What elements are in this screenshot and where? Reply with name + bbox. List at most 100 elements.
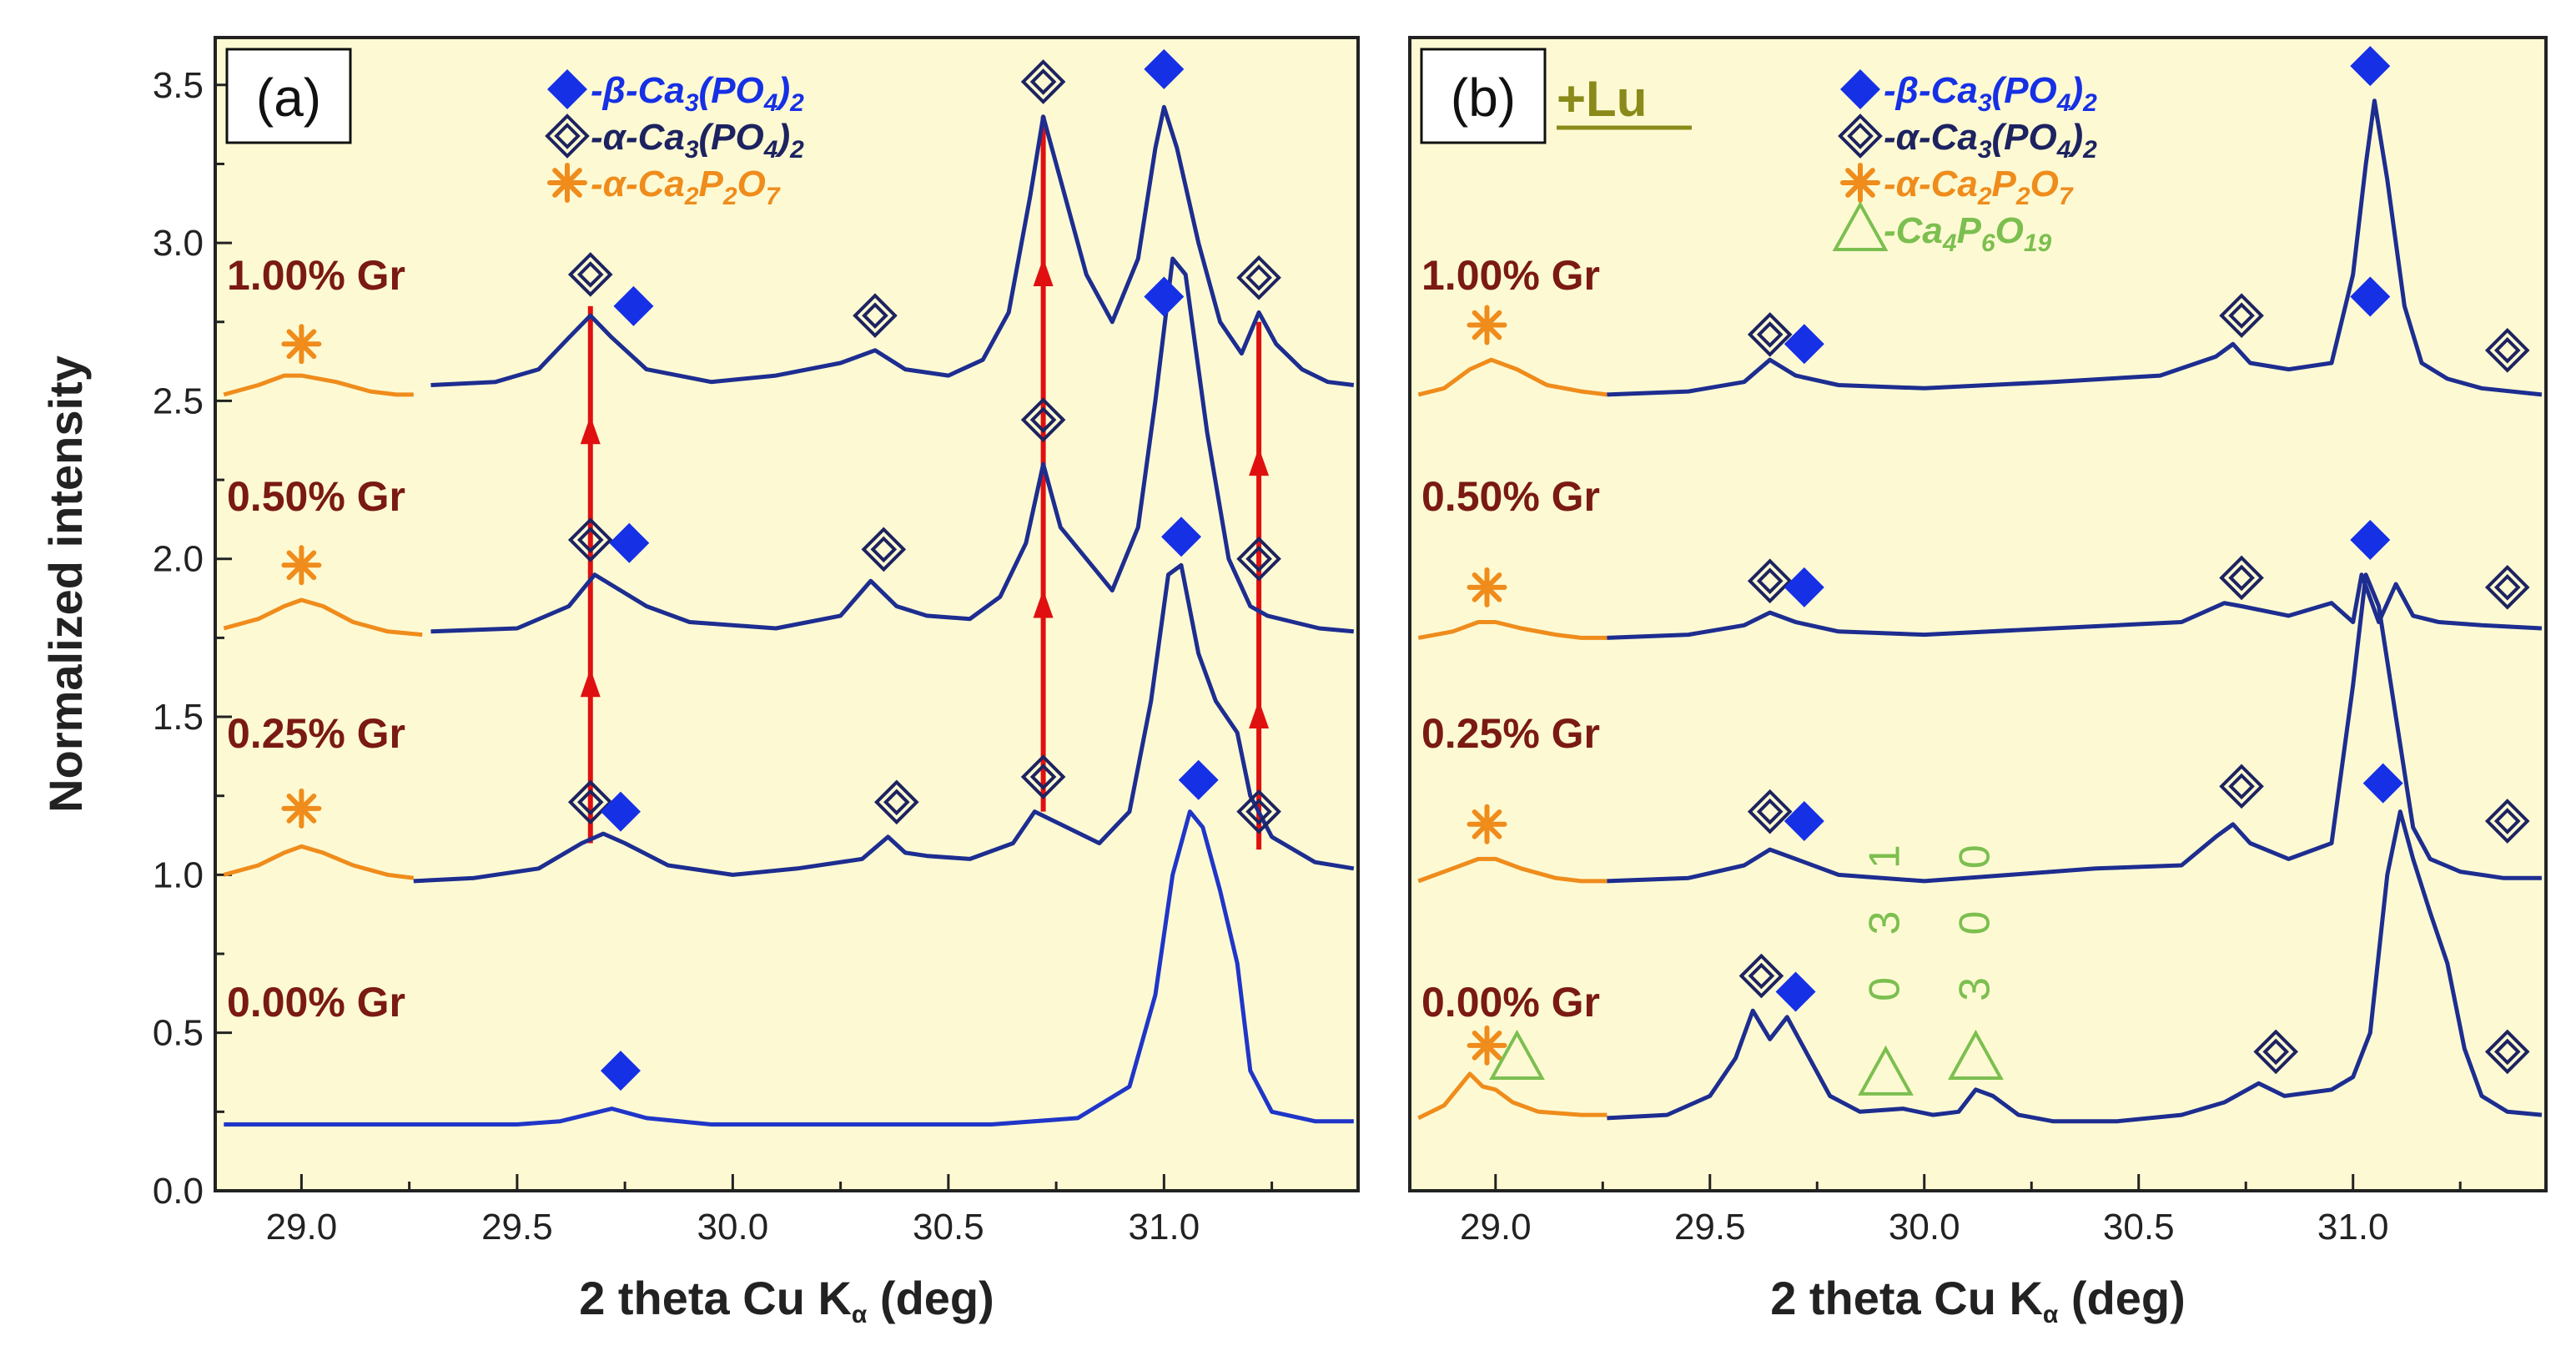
open-diamond-marker — [874, 779, 919, 825]
filled-diamond-marker — [1784, 567, 1824, 607]
trace-orange-segment — [1417, 357, 1607, 397]
open-diamond-marker-outer — [1020, 397, 1066, 442]
open-diamond-marker-outer — [853, 293, 898, 339]
open-diamond-marker — [567, 252, 613, 297]
star-marker — [1467, 567, 1507, 607]
open-diamond-marker-outer — [1747, 312, 1793, 357]
series-025gr: 0.25% Gr — [223, 562, 1355, 884]
filled-diamond-marker — [613, 285, 654, 326]
open-diamond-marker-outer — [1236, 255, 1281, 300]
filled-diamond-marker — [1784, 324, 1824, 365]
sample-label: 1.00% Gr — [1421, 252, 1600, 299]
triangle-marker — [1489, 1029, 1545, 1080]
open-diamond-marker — [2484, 564, 2530, 610]
sample-label: 1.00% Gr — [227, 252, 405, 299]
open-diamond-marker — [2219, 293, 2264, 339]
filled-diamond-marker — [1178, 759, 1219, 800]
open-diamond-marker — [1236, 255, 1281, 300]
legend-entry: -α-Ca3(PO4)2 — [591, 117, 804, 164]
y-tick-label: 3.5 — [153, 65, 204, 106]
filled-diamond-marker — [2362, 763, 2403, 804]
open-diamond-marker — [2484, 328, 2530, 373]
plot-frame — [1408, 36, 2548, 1192]
x-tick-label: 29.5 — [1674, 1207, 1746, 1248]
y-tick-label: 1.5 — [153, 697, 204, 738]
x-tick-label: 30.0 — [1889, 1207, 1960, 1248]
shift-arrow-head — [1033, 257, 1054, 286]
open-diamond-marker-outer — [861, 527, 907, 572]
open-diamond-marker-outer — [874, 779, 919, 825]
open-diamond-marker-outer — [567, 517, 613, 562]
open-diamond-marker-inner — [2228, 564, 2255, 592]
series-050gr: 0.50% Gr — [1417, 473, 2543, 640]
legend-entry: -β-Ca3(PO4)2 — [591, 70, 804, 117]
series-100gr: 1.00% Gr — [223, 48, 1355, 397]
star-marker-ray — [1472, 310, 1502, 340]
trace-orange-segment — [223, 373, 414, 397]
trace-line — [1607, 572, 2543, 640]
open-diamond-marker-outer — [2484, 799, 2530, 844]
shift-arrow-head — [1249, 447, 1270, 476]
shift-arrow-head — [1249, 700, 1270, 729]
triangle-marker — [1858, 1045, 1914, 1096]
open-diamond-marker — [1236, 789, 1281, 834]
legend-star-icon-ray — [1845, 168, 1875, 198]
star-marker-ray — [1472, 572, 1502, 602]
open-diamond-marker-outer — [2219, 555, 2264, 601]
legend-open-diamond-icon-outer — [545, 113, 590, 159]
trace-orange-segment — [1417, 856, 1607, 884]
legend-open-diamond-icon-inner — [1847, 123, 1874, 149]
x-tick-label: 29.0 — [266, 1207, 338, 1248]
trace-line — [430, 104, 1355, 387]
open-diamond-marker-inner — [1029, 68, 1057, 95]
filled-diamond-marker — [2350, 520, 2391, 561]
y-tick-label: 0.5 — [153, 1013, 204, 1054]
panel-label-box — [225, 48, 352, 144]
trace-line — [1607, 572, 2542, 884]
legend-entry: -α-Ca2P2O7 — [1884, 164, 2074, 210]
series-025gr: 0.25% Gr — [1417, 572, 2542, 884]
sample-label: 0.25% Gr — [227, 710, 405, 757]
open-diamond-marker — [1020, 397, 1066, 442]
filled-diamond-marker — [1144, 276, 1185, 317]
legend-entry: -Ca4P6O19 — [1884, 210, 2052, 257]
star-marker — [281, 545, 322, 586]
open-diamond-marker — [2219, 764, 2264, 809]
hkl-label: 3 0 0 — [1950, 829, 1999, 1001]
sample-label: 0.00% Gr — [1421, 979, 1600, 1026]
star-marker-ray — [286, 550, 317, 581]
open-diamond-marker-inner — [883, 789, 910, 816]
open-diamond-marker-outer — [1020, 754, 1066, 799]
series-000gr: 0.00% Gr — [224, 809, 1354, 1127]
open-diamond-marker — [1747, 558, 1793, 604]
open-diamond-marker-inner — [870, 536, 898, 563]
panel-label: (a) — [256, 68, 321, 128]
sample-label: 0.25% Gr — [1421, 710, 1600, 757]
lu-label: +Lu — [1557, 71, 1647, 127]
y-tick-label: 2.0 — [153, 539, 204, 580]
open-diamond-marker — [861, 527, 907, 572]
open-diamond-marker-inner — [862, 302, 888, 330]
legend-open-diamond-icon — [545, 113, 590, 159]
open-diamond-marker-inner — [2262, 1038, 2290, 1066]
open-diamond-marker-outer — [1020, 59, 1066, 104]
open-diamond-marker — [2219, 555, 2264, 601]
trace-orange-segment — [223, 844, 415, 880]
open-diamond-marker-inner — [576, 261, 604, 288]
open-diamond-marker — [2484, 799, 2530, 844]
open-diamond-marker — [567, 779, 613, 825]
open-diamond-marker-inner — [1029, 764, 1057, 790]
open-diamond-marker-inner — [1756, 798, 1784, 825]
panel-b: 29.0 29.5 30.0 30.5 31.0 2 theta Cu Kα (deg) 0… — [1408, 36, 2548, 1328]
hkl-label: 0 3 1 — [1860, 829, 1909, 1001]
series-000gr: 0.00% Gr — [1417, 809, 2543, 1124]
open-diamond-marker — [1020, 59, 1066, 104]
star-marker-ray — [286, 794, 317, 824]
open-diamond-marker — [567, 517, 613, 562]
open-diamond-marker-outer — [2219, 764, 2264, 809]
open-diamond-marker-inner — [2493, 337, 2521, 364]
filled-diamond-marker — [600, 1051, 641, 1091]
x-axis-title: 2 theta Cu Kα (deg) — [579, 1272, 994, 1328]
open-diamond-marker — [1738, 953, 1784, 999]
